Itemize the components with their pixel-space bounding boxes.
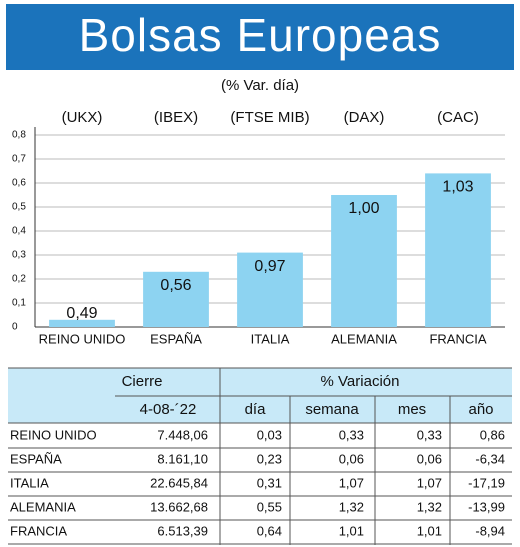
chart-title: Bolsas Europeas [79,9,442,61]
table-cell: 0,64 [257,523,282,538]
bar-annotation: 1,00 [348,200,379,217]
table-cell: 1,32 [339,499,364,514]
ticker-label: (UKX) [62,109,103,126]
y-tick-label: 0,7 [12,154,26,165]
row-label: FRANCIA [10,523,67,538]
y-tick-label: 0,8 [12,130,26,141]
bar-annotation: 0,97 [254,258,285,275]
ticker-label: (DAX) [344,109,385,126]
column-header: mes [398,401,426,418]
table-cell: -13,99 [468,499,505,514]
table-cell: -17,19 [468,475,505,490]
y-tick-label: 0,5 [12,202,26,213]
table-cell: 7.448,06 [157,427,208,442]
x-tick-label: REINO UNIDO [39,331,126,346]
bar-annotation: 1,03 [442,179,473,196]
table-cell: 0,55 [257,499,282,514]
y-tick-label: 0,1 [12,298,26,309]
table-cell: 8.161,10 [157,451,208,466]
group-header: Cierre [122,373,163,390]
table-cell: -6,34 [475,451,505,466]
bar [143,271,209,327]
bar-annotation: 0,56 [160,277,191,294]
y-tick-label: 0,6 [12,178,26,189]
column-header: día [245,401,267,418]
y-tick-label: 0,4 [12,226,26,237]
row-label: ESPAÑA [10,451,62,466]
table-cell: 0,03 [257,427,282,442]
column-header: 4-08-´22 [140,401,197,418]
bar [331,195,397,327]
y-tick-label: 0 [12,322,18,333]
table-cell: 0,31 [257,475,282,490]
bar-annotation: 0,49 [66,305,97,322]
table-cell: 0,06 [339,451,364,466]
ticker-label: (IBEX) [154,109,198,126]
table-cell: 0,86 [480,427,505,442]
x-tick-label: ALEMANIA [331,331,397,346]
table-cell: 1,32 [417,499,442,514]
row-label: ALEMANIA [10,499,76,514]
table-cell: 22.645,84 [150,475,208,490]
table-cell: 1,01 [417,523,442,538]
table-cell: 1,01 [339,523,364,538]
table-cell: 0,33 [339,427,364,442]
x-tick-label: ESPAÑA [150,331,202,346]
group-header: % Variación [321,373,400,390]
table-cell: 0,06 [417,451,442,466]
table-cell: 0,33 [417,427,442,442]
ticker-label: (FTSE MIB) [230,109,309,126]
table-cell: 1,07 [339,475,364,490]
bar [425,173,491,327]
y-tick-label: 0,3 [12,250,26,261]
table-cell: -8,94 [475,523,505,538]
table-cell: 0,23 [257,451,282,466]
table-cell: 13.662,68 [150,499,208,514]
bar [237,252,303,327]
table-cell: 1,07 [417,475,442,490]
bar [49,319,115,327]
table-frame [8,367,512,545]
x-tick-label: FRANCIA [429,331,486,346]
table-cell: 6.513,39 [157,523,208,538]
column-header: semana [305,401,359,418]
row-label: ITALIA [10,475,49,490]
chart-subtitle: (% Var. día) [221,77,299,94]
ticker-label: (CAC) [437,109,479,126]
x-tick-label: ITALIA [251,331,290,346]
column-header: año [468,401,493,418]
row-label: REINO UNIDO [10,427,97,442]
y-tick-label: 0,2 [12,274,26,285]
title-banner [6,4,514,70]
